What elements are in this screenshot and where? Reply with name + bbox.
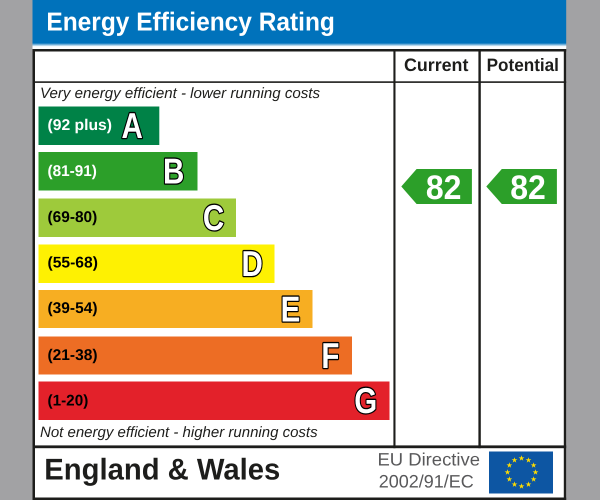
svg-text:(69-80): (69-80) bbox=[48, 209, 98, 226]
svg-text:E: E bbox=[281, 288, 301, 329]
svg-text:(39-54): (39-54) bbox=[48, 300, 98, 317]
svg-text:(92 plus): (92 plus) bbox=[48, 117, 113, 134]
svg-text:Potential: Potential bbox=[487, 55, 559, 75]
svg-text:D: D bbox=[242, 243, 263, 284]
svg-text:(21-38): (21-38) bbox=[48, 347, 98, 364]
svg-text:C: C bbox=[203, 197, 224, 238]
svg-text:Current: Current bbox=[404, 55, 468, 75]
svg-text:F: F bbox=[321, 335, 339, 376]
svg-text:B: B bbox=[163, 150, 184, 191]
svg-text:Not energy efficient - higher: Not energy efficient - higher running co… bbox=[40, 424, 318, 441]
svg-text:(55-68): (55-68) bbox=[48, 255, 98, 272]
svg-text:EU Directive: EU Directive bbox=[378, 450, 481, 470]
svg-text:(81-91): (81-91) bbox=[48, 163, 97, 180]
svg-text:82: 82 bbox=[426, 169, 462, 207]
svg-text:2002/91/EC: 2002/91/EC bbox=[379, 472, 474, 492]
svg-text:Energy Efficiency Rating: Energy Efficiency Rating bbox=[46, 7, 335, 37]
svg-text:Very energy efficient - lower: Very energy efficient - lower running co… bbox=[40, 85, 320, 102]
svg-text:(1-20): (1-20) bbox=[48, 393, 89, 410]
svg-text:82: 82 bbox=[510, 169, 546, 207]
svg-text:England & Wales: England & Wales bbox=[44, 453, 280, 486]
svg-text:A: A bbox=[122, 105, 143, 146]
svg-text:G: G bbox=[354, 380, 377, 421]
